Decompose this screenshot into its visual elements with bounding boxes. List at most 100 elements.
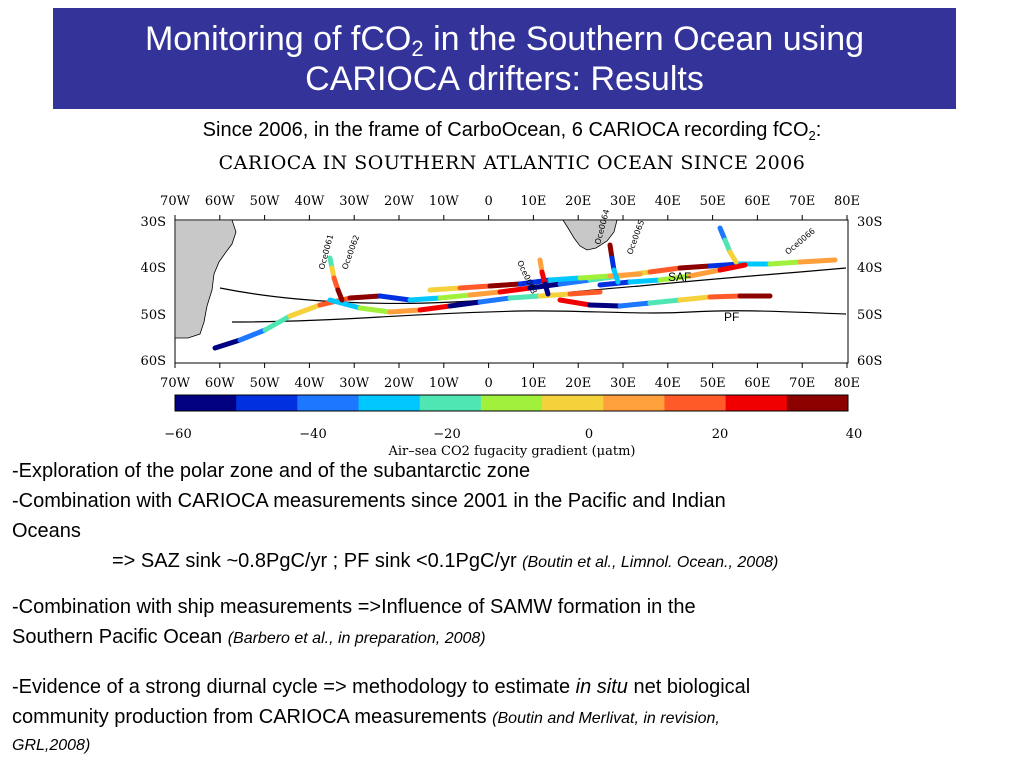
- track-segment: [262, 313, 293, 333]
- colorbar-tick-label: 40: [846, 427, 863, 442]
- track-segment: [542, 281, 551, 297]
- track-segment: [467, 289, 503, 298]
- colorbar-swatch: [175, 395, 237, 411]
- lon-label: 40E: [655, 194, 681, 209]
- bullet-diurnal-cycle: -Evidence of a strong diurnal cycle => m…: [12, 672, 1002, 702]
- bullet-combination-carioca-cont: Oceans: [12, 520, 81, 542]
- lat-label: 50S: [857, 308, 882, 323]
- track-segment: [687, 267, 723, 279]
- colorbar-swatch: [236, 395, 298, 411]
- lat-label: 40S: [857, 261, 882, 276]
- track-segment: [597, 279, 633, 288]
- track-segment: [287, 302, 323, 319]
- lon-label: 10W: [429, 194, 460, 209]
- subtitle-text-b: :: [815, 119, 822, 141]
- lon-labels-bottom: 70W 60W 50W 40W 30W 20W 10W 0 10E 20E 30E 40E 50E 60E…: [160, 363, 860, 391]
- lon-labels-top: 70W 60W 50W 40W 30W 20W 10W 0 10E 20E 30E 40E 50E 60E…: [160, 194, 860, 220]
- track-segment: [707, 261, 743, 269]
- diurnal-reference-2: GRL,2008): [12, 737, 91, 754]
- bullet-diurnal-cycle-cont: community production from CARIOCA measur…: [12, 702, 1002, 734]
- subtitle-subscript: 2: [808, 128, 816, 143]
- south-america-land: [174, 219, 237, 339]
- lon-label: 60W: [205, 194, 236, 209]
- lon-label: 0: [484, 194, 492, 209]
- track-segment: [677, 294, 713, 303]
- colorbar-swatch: [725, 395, 788, 411]
- sink-text: => SAZ sink ~0.8PgC/yr ; PF sink <0.1PgC…: [112, 550, 523, 572]
- colorbar-frame: [174, 394, 849, 412]
- colorbar-swatch: [480, 395, 543, 411]
- lon-label: 60W: [205, 376, 236, 391]
- track-segment: [477, 295, 513, 305]
- bullet-sink-result: => SAZ sink ~0.8PgC/yr ; PF sink <0.1PgC…: [12, 546, 1002, 578]
- lon-label: 30W: [339, 376, 370, 391]
- colorbar-tick-label: −20: [433, 427, 460, 442]
- track-segment: [547, 275, 583, 283]
- track-segment: [327, 297, 363, 311]
- slide-title: Monitoring of fCO2 in the Southern Ocean…: [53, 8, 956, 109]
- track-segment: [407, 295, 443, 303]
- pf-label: PF: [724, 310, 739, 324]
- lon-label: 20W: [384, 376, 415, 391]
- bullet-diurnal-cycle-cont2: GRL,2008): [12, 734, 1002, 756]
- track-segment: [437, 292, 473, 301]
- lat-labels-left: 30S 40S 50S 60S: [141, 215, 166, 369]
- track-segment: [647, 297, 683, 306]
- lon-label: 50W: [250, 194, 281, 209]
- colorbar-swatch: [664, 395, 727, 411]
- lon-label: 10E: [520, 194, 546, 209]
- track-segment: [727, 249, 739, 265]
- lon-label: 0: [484, 376, 492, 391]
- title-text-a: Monitoring of fCO: [144, 20, 412, 58]
- slide-subtitle: Since 2006, in the frame of CarboOcean, …: [0, 119, 1024, 142]
- colorbar-swatch: [358, 395, 421, 411]
- colorbar-tick-label: −40: [299, 427, 326, 442]
- lon-label: 10W: [429, 376, 460, 391]
- lon-label: 70E: [789, 194, 815, 209]
- colorbar-swatch: [542, 395, 604, 411]
- track-segment: [797, 257, 838, 265]
- lon-label: 30W: [339, 194, 370, 209]
- lon-label: 80E: [834, 194, 860, 209]
- drifter-tracks: [212, 225, 838, 351]
- track-segment: [347, 293, 383, 301]
- diurnal-italic: in situ: [575, 676, 628, 698]
- track-segment: [617, 300, 653, 309]
- lat-label: 30S: [857, 215, 882, 230]
- track-segment: [487, 281, 523, 289]
- colorbar-ticks: −60 −40 −20 0 20 40: [164, 427, 862, 442]
- colorbar-tick-label: 0: [585, 427, 593, 442]
- track-segment: [237, 327, 268, 343]
- lon-label: 40W: [294, 376, 325, 391]
- track-segment: [567, 289, 603, 297]
- track-segment: [627, 277, 663, 285]
- bullet-ship-measurements-cont: Southern Pacific Ocean (Barbero et al., …: [12, 622, 1002, 654]
- lat-labels-right: 30S 40S 50S 60S: [857, 215, 882, 369]
- lat-label: 40S: [141, 261, 166, 276]
- colorbar-swatch: [297, 395, 360, 411]
- track-segment: [427, 285, 463, 293]
- colorbar-label: Air–sea CO2 fugacity gradient (μatm): [388, 444, 636, 459]
- track-segment: [577, 273, 613, 281]
- track-segment: [357, 305, 393, 315]
- lon-label: 50E: [700, 194, 726, 209]
- track-segment: [417, 303, 453, 313]
- diurnal-reference: (Boutin and Merlivat, in revision,: [492, 710, 720, 727]
- saf-label: SAF: [668, 270, 691, 284]
- lat-label: 60S: [857, 354, 882, 369]
- track-segment: [611, 267, 621, 285]
- title-subscript: 2: [411, 36, 424, 61]
- lon-label: 50W: [250, 376, 281, 391]
- subtitle-text-a: Since 2006, in the frame of CarboOcean, …: [202, 119, 809, 141]
- track-segment: [647, 265, 683, 275]
- track-segment: [657, 273, 693, 283]
- track-segment: [767, 259, 803, 267]
- lon-label: 50E: [700, 376, 726, 391]
- lon-label: 60E: [744, 194, 770, 209]
- track-segment: [335, 287, 345, 303]
- colorbar-swatch: [786, 395, 849, 411]
- title-line-1: Monitoring of fCO2 in the Southern Ocean…: [53, 19, 956, 61]
- track-segment: [447, 299, 483, 309]
- colorbar-tick-label: 20: [712, 427, 729, 442]
- lon-label: 70E: [789, 376, 815, 391]
